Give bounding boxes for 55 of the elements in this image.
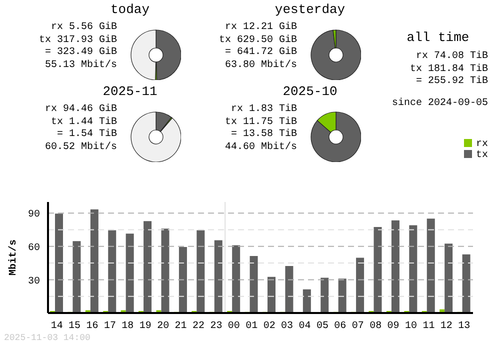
text: all time xyxy=(406,30,470,45)
text: 55.13 Mbit/s xyxy=(44,60,117,72)
x-tick-label: 00 xyxy=(228,321,240,332)
y-tick-label: 90 xyxy=(28,210,40,221)
text: 60.52 Mbit/s xyxy=(44,142,117,154)
x-tick-label: 05 xyxy=(316,321,328,332)
text: since 2024-09-05 xyxy=(390,98,488,110)
x-tick-label: 01 xyxy=(246,321,258,332)
text: 63.80 Mbit/s xyxy=(224,60,297,72)
chart-title: today xyxy=(109,2,150,17)
text: = 13.58 TiB xyxy=(230,129,297,142)
text: tx 317.93 GiB xyxy=(38,34,117,46)
x-tick-label: 02 xyxy=(263,321,276,332)
text: = 323.49 GiB xyxy=(44,47,117,60)
x-tick-label: 08 xyxy=(370,321,382,332)
y-tick-label: 30 xyxy=(28,276,40,288)
text: rx 1.83 TiB xyxy=(230,104,297,116)
x-tick-label: 17 xyxy=(104,321,116,332)
legend-label: rx xyxy=(476,139,488,150)
x-tick-label: 11 xyxy=(422,321,435,332)
x-tick-label: 16 xyxy=(86,321,98,332)
chart-title: 2025-10 xyxy=(282,84,338,99)
x-tick-label: 12 xyxy=(440,321,452,332)
text: rx 5.56 GiB xyxy=(50,22,117,34)
y-axis-title: Mbit/s xyxy=(8,239,20,276)
x-tick-label: 04 xyxy=(298,321,311,332)
text: = 641.72 GiB xyxy=(224,47,297,60)
text: = 1.54 TiB xyxy=(56,129,117,142)
text: rx 94.46 GiB xyxy=(44,104,117,116)
x-tick-label: 15 xyxy=(68,321,81,332)
x-tick-label: 13 xyxy=(458,321,470,332)
x-tick-label: 22 xyxy=(192,321,205,332)
text: tx 11.75 TiB xyxy=(224,116,297,128)
text: tx 1.44 TiB xyxy=(50,116,117,128)
x-tick-label: 23 xyxy=(210,321,222,332)
text: rx 12.21 GiB xyxy=(224,22,297,34)
x-tick-label: 10 xyxy=(405,321,418,332)
x-tick-label: 09 xyxy=(387,321,400,332)
x-tick-label: 19 xyxy=(139,321,152,332)
x-tick-label: 03 xyxy=(281,321,294,332)
x-tick-label: 07 xyxy=(352,321,364,332)
text: tx 629.50 GiB xyxy=(218,34,297,46)
x-tick-label: 18 xyxy=(122,321,134,332)
text: 44.60 Mbit/s xyxy=(224,142,297,154)
x-tick-label: 06 xyxy=(334,321,346,332)
x-tick-label: 14 xyxy=(50,321,63,332)
x-tick-label: 21 xyxy=(174,321,187,332)
text: tx 181.84 TiB xyxy=(408,64,488,76)
x-tick-label: 20 xyxy=(157,321,170,332)
y-tick-label: 60 xyxy=(28,242,40,254)
text: = 255.92 TiB xyxy=(414,76,488,88)
legend-label: tx xyxy=(476,150,488,161)
chart-title: 2025-11 xyxy=(102,84,158,99)
text: rx 74.08 TiB xyxy=(414,51,488,64)
chart-title: yesterday xyxy=(274,2,346,17)
